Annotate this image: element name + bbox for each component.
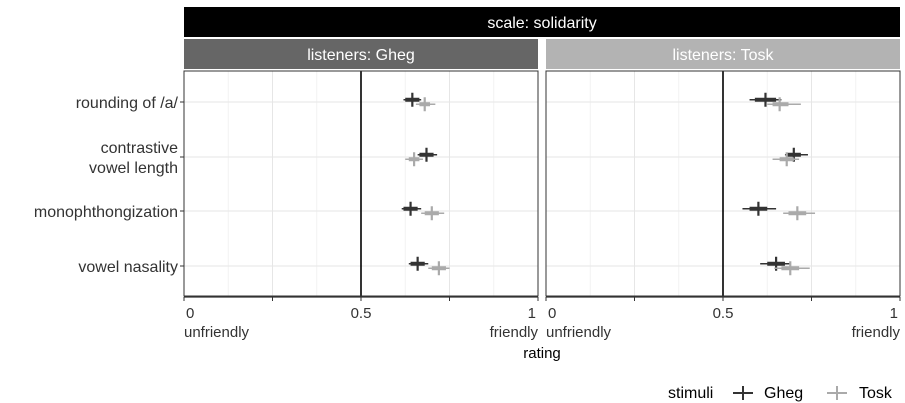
category-label: rounding of /a/ [76,95,179,112]
panel-strip-gheg [184,39,538,69]
x-end-label-right: friendly [490,324,539,341]
scale-strip [184,7,900,37]
point-tosk-tosk-3 [774,261,810,276]
y-axis-labels: rounding of /a/contrastive vowel length mo… [34,95,184,276]
legend: stimuli Gheg Tosk [668,385,893,402]
x-tick-label: 0 [186,305,194,322]
point-tosk-gheg-0 [415,97,436,112]
legend-label-gheg: Gheg [764,385,803,402]
panel-strip-gheg-label: listeners: Gheg [307,47,415,64]
x-tick-label: 0.5 [713,305,734,322]
panel-strip-tosk-label: listeners: Tosk [672,47,774,64]
point-gheg-gheg-1 [417,147,438,162]
panel-border [183,70,539,297]
point-gheg-gheg-3 [408,256,429,271]
x-end-label-right: friendly [852,324,901,341]
legend-title: stimuli [668,385,713,402]
x-axis-title: rating [523,345,561,362]
x-end-label-left: unfriendly [546,324,612,341]
panel-tosk-listeners [545,70,901,297]
point-tosk-gheg-3 [428,261,450,276]
legend-label-tosk: Tosk [859,385,893,402]
scale-strip-label: scale: solidarity [487,15,596,32]
x-tick-label: 1 [528,305,536,322]
panel-gheg-listeners [183,70,539,297]
x-end-label-left: unfriendly [184,324,250,341]
category-label: vowel nasality [78,259,178,276]
point-gheg-gheg-2 [401,201,422,216]
legend-key-tosk [827,386,847,400]
legend-key-gheg [733,386,753,400]
x-tick-label: 0 [548,305,556,322]
point-tosk-tosk-1 [772,152,800,167]
point-gheg-tosk-2 [742,201,777,216]
point-gheg-gheg-0 [403,92,422,107]
point-tosk-tosk-2 [783,206,816,221]
x-axis: 0 0.5 1 unfriendly friendly 0 0.5 1 unfriendly fr… [183,296,901,341]
panel-strip-tosk [546,39,900,69]
point-tosk-gheg-2 [421,206,445,221]
x-tick-label: 0.5 [351,305,372,322]
category-label: monophthongization [34,204,178,221]
point-tosk-tosk-0 [767,97,801,112]
x-tick-label: 1 [890,305,898,322]
category-label: contrastive [101,140,178,157]
category-label: vowel length [89,160,178,177]
panel-border [545,70,901,297]
point-tosk-gheg-1 [405,152,423,167]
point-gheg-tosk-0 [749,92,782,107]
